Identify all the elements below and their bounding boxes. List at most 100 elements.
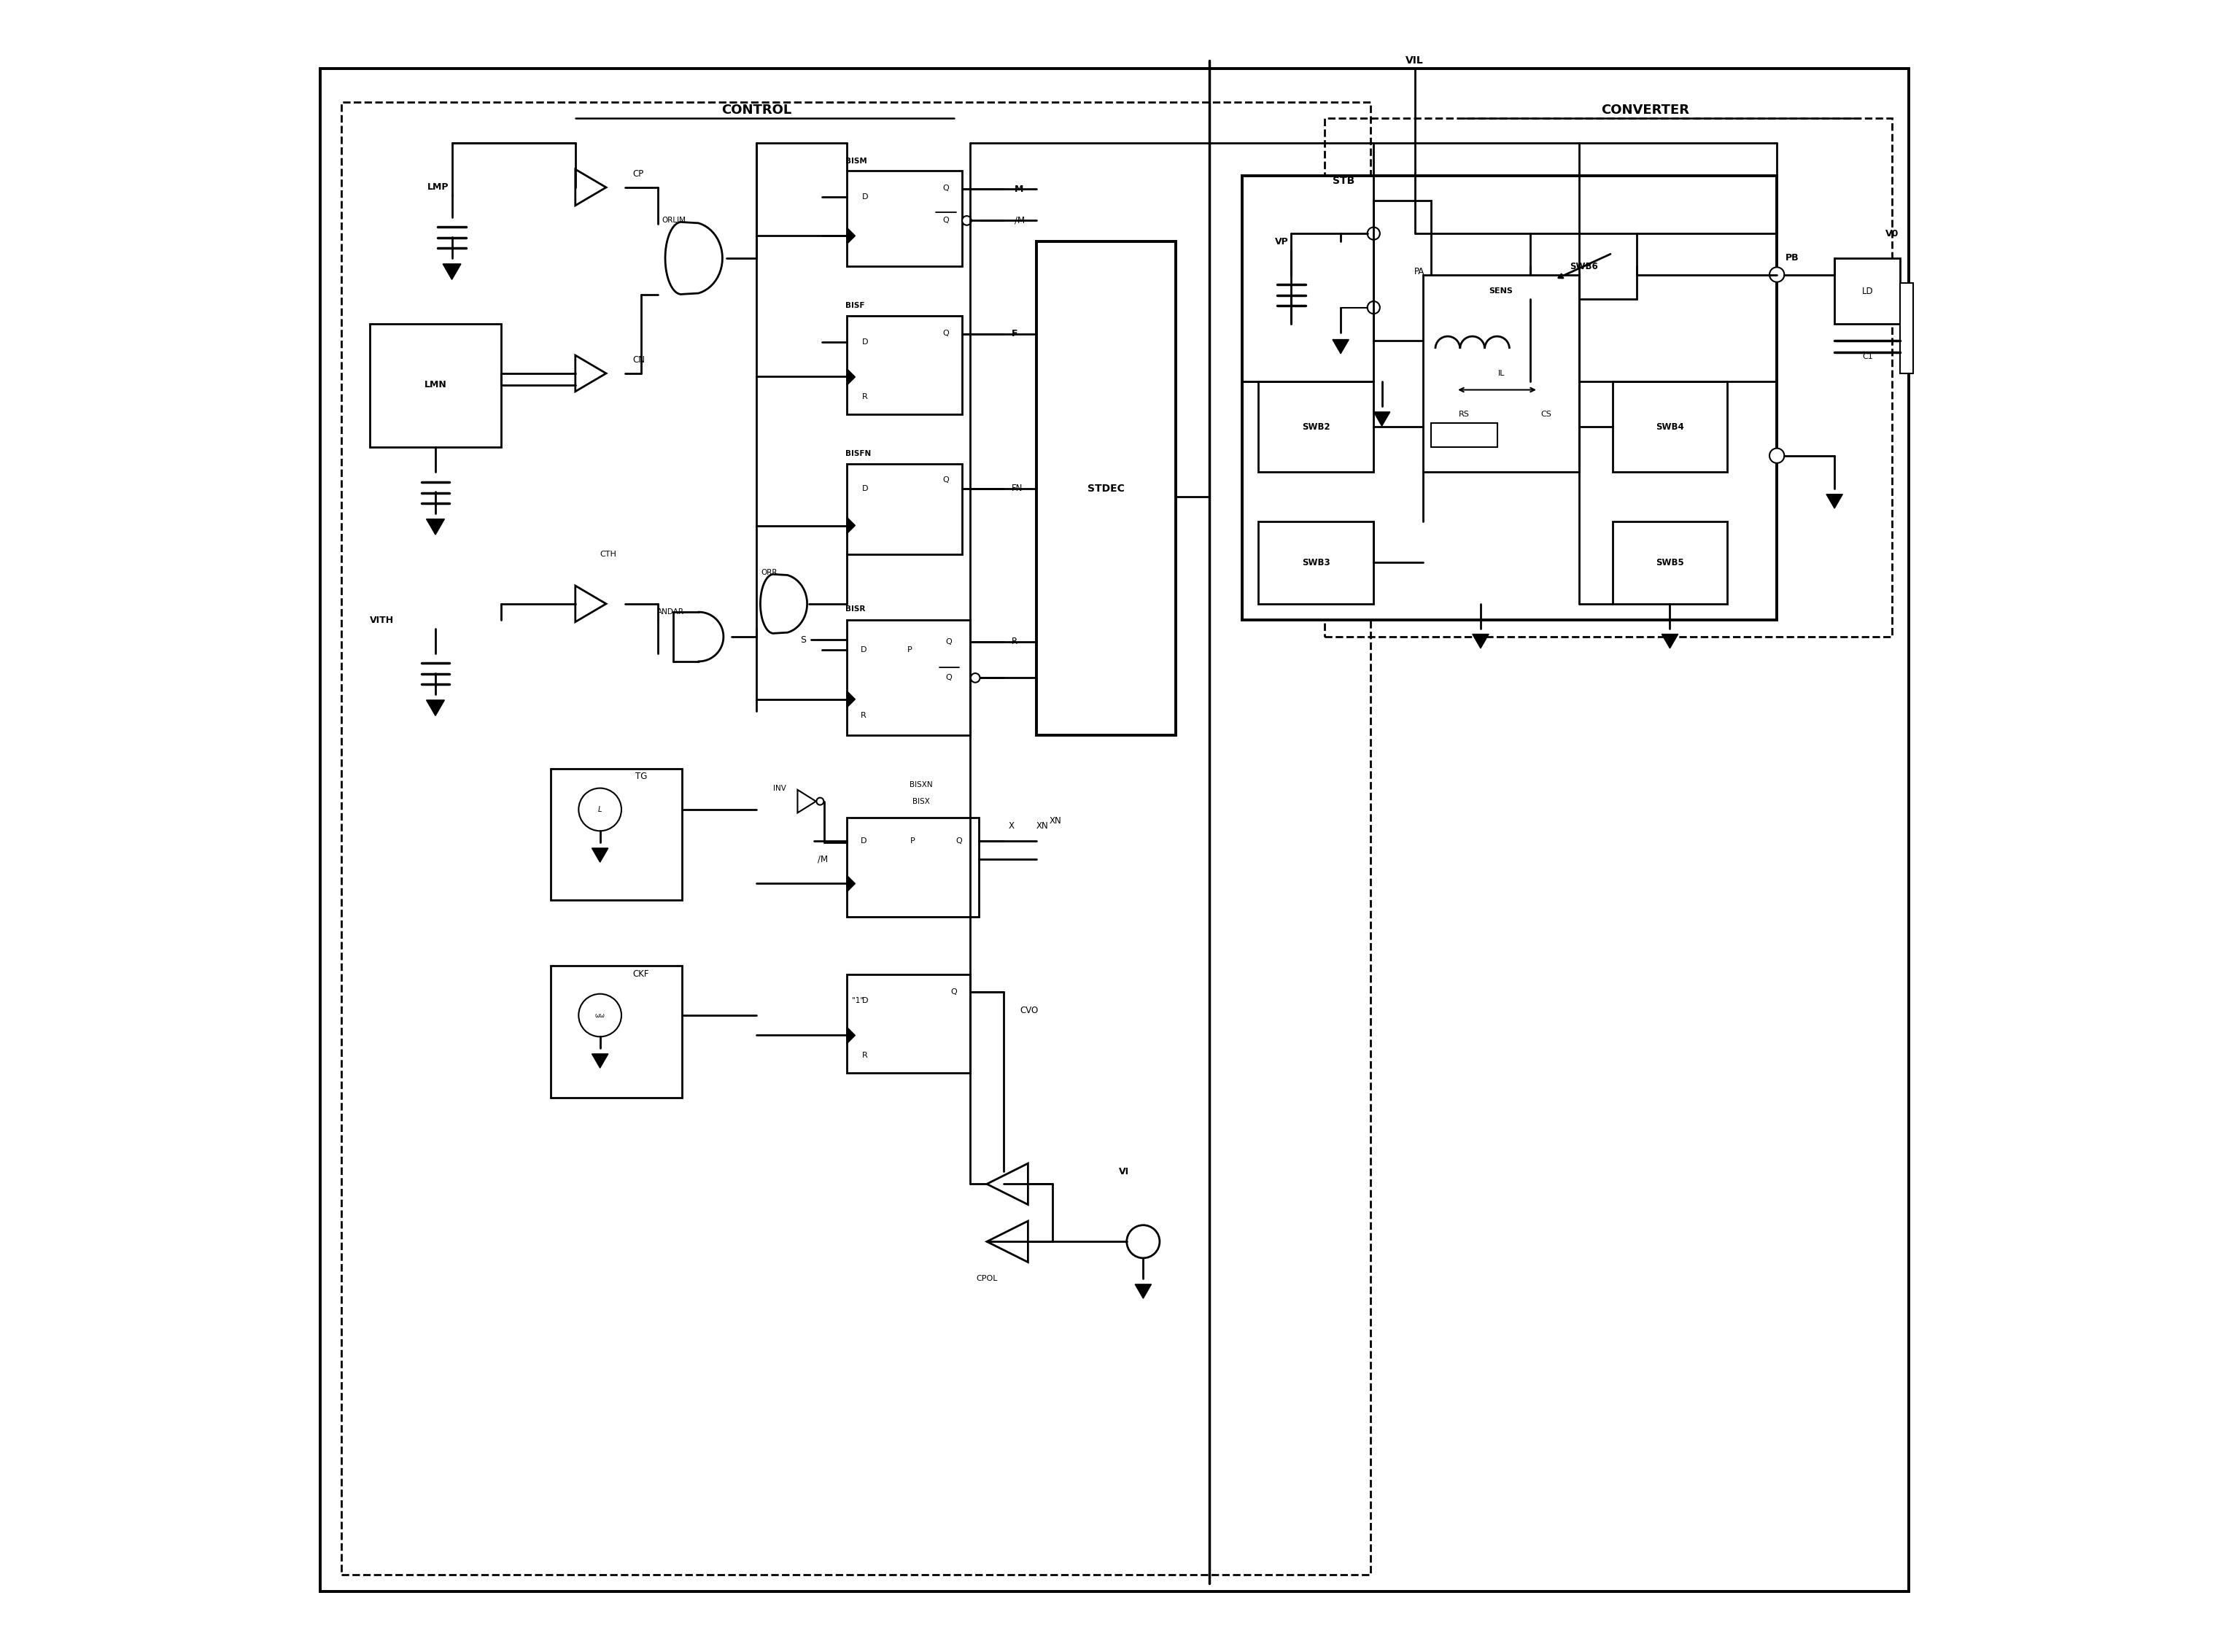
Text: D: D — [861, 193, 868, 200]
Text: VIL: VIL — [1405, 56, 1423, 66]
Bar — [1259, 382, 1374, 472]
Text: CVO: CVO — [1020, 1006, 1038, 1014]
Text: CONTROL: CONTROL — [720, 104, 792, 117]
Circle shape — [579, 788, 622, 831]
Bar — [848, 818, 978, 917]
Text: STDEC: STDEC — [1087, 484, 1125, 494]
Text: XN: XN — [1036, 821, 1049, 831]
Text: Q: Q — [946, 638, 953, 646]
Text: D: D — [861, 838, 866, 844]
Text: TG: TG — [635, 771, 646, 781]
Text: L: L — [597, 806, 602, 813]
Bar — [1036, 241, 1177, 735]
Text: Q: Q — [946, 674, 953, 682]
Text: CS: CS — [1541, 411, 1552, 418]
Text: P: P — [910, 838, 915, 844]
Text: M: M — [1016, 185, 1025, 193]
Polygon shape — [427, 700, 445, 715]
Text: FN: FN — [1011, 484, 1022, 494]
Text: "1": "1" — [852, 996, 863, 1004]
Bar — [1259, 522, 1374, 603]
Text: BISF: BISF — [846, 302, 863, 309]
Bar — [1242, 175, 1776, 620]
Text: SWB2: SWB2 — [1302, 423, 1331, 431]
Text: CONVERTER: CONVERTER — [1602, 104, 1689, 117]
Text: ORLIM: ORLIM — [662, 216, 687, 225]
Polygon shape — [427, 519, 445, 535]
Bar — [550, 966, 682, 1097]
Text: R: R — [861, 712, 866, 719]
Text: P: P — [906, 646, 913, 654]
Polygon shape — [848, 691, 855, 707]
Bar — [1530, 233, 1637, 299]
Polygon shape — [1134, 1284, 1152, 1298]
Text: PA: PA — [1414, 266, 1425, 276]
Text: LD: LD — [1861, 286, 1872, 296]
Text: S: S — [801, 636, 805, 644]
Polygon shape — [593, 1054, 608, 1067]
Circle shape — [1769, 448, 1785, 463]
Text: SWB4: SWB4 — [1655, 423, 1684, 431]
Text: CPOL: CPOL — [975, 1275, 998, 1282]
Bar — [848, 316, 962, 415]
Circle shape — [1127, 1226, 1159, 1259]
Polygon shape — [575, 169, 606, 205]
Bar — [1432, 423, 1497, 448]
Bar — [550, 768, 682, 900]
Polygon shape — [848, 517, 855, 534]
Circle shape — [1367, 228, 1380, 240]
Text: SWB3: SWB3 — [1302, 558, 1331, 567]
Polygon shape — [848, 228, 855, 244]
Text: Q: Q — [942, 476, 948, 484]
Bar — [1324, 119, 1893, 636]
Text: X: X — [1009, 821, 1013, 831]
Text: VITH: VITH — [369, 616, 394, 624]
Polygon shape — [848, 1028, 855, 1044]
Polygon shape — [799, 790, 817, 813]
Text: Q: Q — [955, 838, 962, 844]
Text: CP: CP — [633, 170, 644, 178]
Text: LMP: LMP — [427, 183, 450, 192]
Text: ωω: ωω — [595, 1013, 606, 1019]
Text: D: D — [861, 484, 868, 492]
Circle shape — [1367, 301, 1380, 314]
Text: CKF: CKF — [633, 970, 649, 980]
Text: F: F — [1011, 329, 1018, 339]
Text: R: R — [861, 393, 868, 400]
Polygon shape — [1825, 494, 1843, 509]
Text: PB: PB — [1785, 253, 1799, 263]
Text: BISR: BISR — [846, 605, 866, 613]
Circle shape — [1769, 268, 1785, 282]
Text: /M: /M — [817, 854, 828, 864]
Polygon shape — [593, 847, 608, 862]
Text: CN: CN — [633, 355, 644, 365]
Circle shape — [971, 674, 980, 682]
Text: Q: Q — [942, 216, 948, 225]
Circle shape — [579, 995, 622, 1037]
Text: VP: VP — [1275, 236, 1289, 246]
Text: IL: IL — [1499, 370, 1506, 377]
Text: D: D — [861, 646, 866, 654]
Text: C1: C1 — [1861, 354, 1872, 360]
Text: Q: Q — [942, 185, 948, 192]
Text: INV: INV — [774, 785, 785, 791]
Text: D: D — [861, 998, 868, 1004]
Polygon shape — [575, 586, 606, 621]
Bar — [848, 620, 971, 735]
Bar — [369, 324, 501, 448]
Text: CTH: CTH — [600, 550, 617, 558]
Bar — [1834, 258, 1901, 324]
Text: XN: XN — [1049, 816, 1063, 826]
Bar — [342, 102, 1371, 1574]
Bar — [848, 170, 962, 266]
Text: ANDAR: ANDAR — [658, 608, 685, 616]
Polygon shape — [664, 221, 723, 294]
Bar — [848, 464, 962, 555]
Text: SWB6: SWB6 — [1570, 261, 1597, 271]
Bar — [848, 975, 971, 1072]
Polygon shape — [1374, 411, 1389, 426]
Polygon shape — [987, 1163, 1029, 1204]
Text: VI: VI — [1118, 1166, 1130, 1176]
Polygon shape — [848, 876, 855, 892]
Polygon shape — [575, 355, 606, 392]
